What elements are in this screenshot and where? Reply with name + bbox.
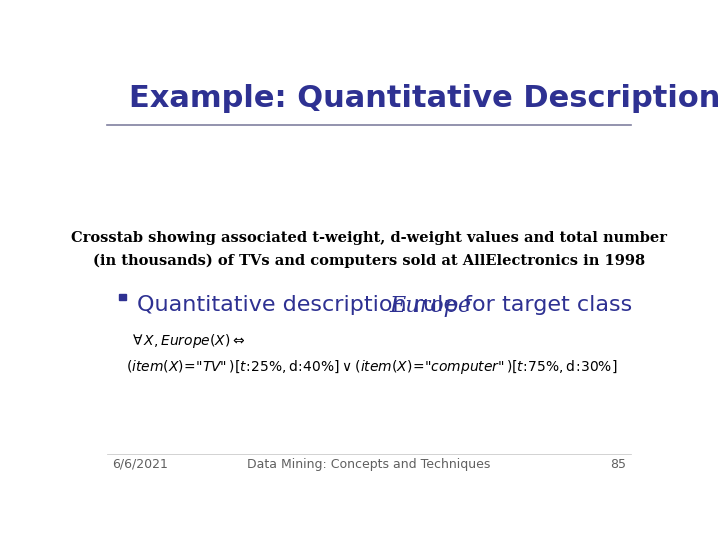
Text: 85: 85: [610, 458, 626, 471]
Text: $\forall\, X, Europe(X) \Leftrightarrow$: $\forall\, X, Europe(X) \Leftrightarrow$: [132, 332, 246, 350]
Bar: [119, 294, 126, 300]
Text: Data Mining: Concepts and Techniques: Data Mining: Concepts and Techniques: [247, 458, 491, 471]
Text: Crosstab showing associated t-weight, d-weight values and total number: Crosstab showing associated t-weight, d-…: [71, 231, 667, 245]
Text: (in thousands) of TVs and computers sold at AllElectronics in 1998: (in thousands) of TVs and computers sold…: [93, 254, 645, 268]
Text: $(item(X)\!=\!$"$TV$"$\,)[t\!:\!25\%,\mathrm{d}\!:\!40\%]\vee(item(X)\!=\!$"$com: $(item(X)\!=\!$"$TV$"$\,)[t\!:\!25\%,\ma…: [126, 358, 618, 376]
Text: Europe: Europe: [390, 295, 471, 317]
Text: Quantitative description rule for target class: Quantitative description rule for target…: [138, 295, 640, 315]
Text: 6/6/2021: 6/6/2021: [112, 458, 168, 471]
Text: Example: Quantitative Description Rule: Example: Quantitative Description Rule: [129, 84, 720, 112]
